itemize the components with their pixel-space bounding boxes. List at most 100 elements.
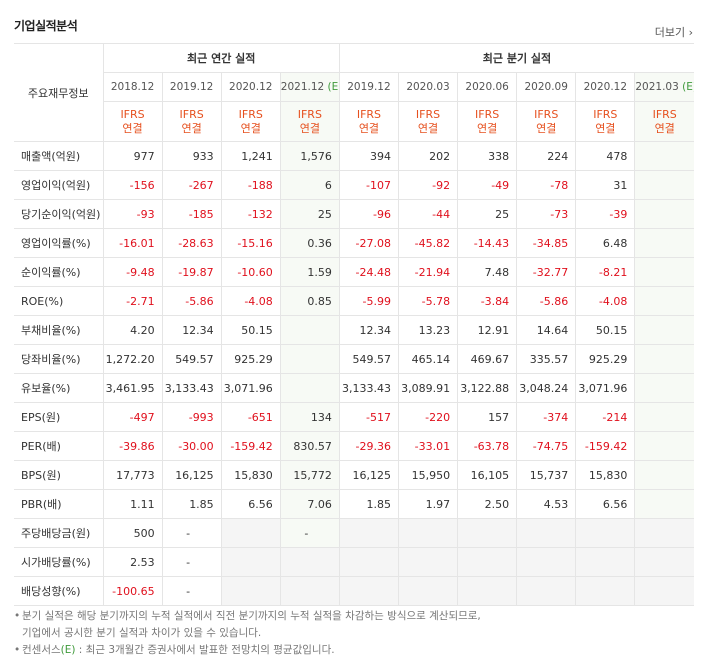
cell: -5.86 [516,286,577,316]
period-label: 2021.12 [280,81,325,93]
cell: 4.53 [516,489,577,519]
basis-line: 연결 [122,121,143,135]
cell: 7.48 [457,257,518,287]
cell [634,576,695,606]
row-label: PER(배) [14,431,104,461]
basis-line: 연결 [358,121,380,135]
period: 2020.12 [220,72,281,102]
note-text: : 최근 3개월간 증권사에서 발표한 전망치의 평균값입니다. [75,644,335,656]
note-highlight: (E) [60,644,76,656]
cell: -651 [220,402,281,432]
cell: 157 [457,402,518,432]
cell: -267 [161,170,222,200]
cell: -3.84 [457,286,518,316]
cell: 16,105 [457,460,518,490]
period-label: 2019.12 [169,81,214,93]
period-label: 2019.12 [347,81,391,93]
cell: 1,272.20 [102,344,163,374]
period-label: 2020.09 [524,81,568,93]
more-link[interactable]: 더보기 › [654,26,693,39]
cell: -29.36 [338,431,399,461]
note: 분기 실적은 해당 분기까지의 누적 실적에서 직전 분기까지의 누적 실적을 … [14,608,481,625]
cell [575,518,636,548]
basis-line: 연결 [417,121,439,135]
cell: 335.57 [516,344,577,374]
cell: 202 [397,141,459,171]
cell [457,547,518,577]
cell: -39.86 [102,431,163,461]
basis-line: IFRS [415,107,441,121]
period-row: 2018.12 2019.12 2020.12 2021.12 (E) 2019.12 2… [14,72,695,102]
row-label: 당좌비율(%) [14,344,104,374]
cell: 500 [102,518,163,548]
cell [634,344,695,374]
cell: -45.82 [397,228,459,258]
note-text: 컨센서스 [22,644,61,656]
cell [634,199,695,229]
cell [634,518,695,548]
cell: 13.23 [397,315,459,345]
cell [634,315,695,345]
note: 컨센서스(E) : 최근 3개월간 증권사에서 발표한 전망치의 평균값입니다. [14,642,481,659]
basis-line: 연결 [181,121,202,135]
cell: 6.56 [220,489,281,519]
period: 2020.03 [397,72,459,102]
data-row: 매출액(억원) 977 933 1,241 1,576 394 202 338 224 478 [14,141,695,171]
row-header: 주요재무정보 [14,43,104,142]
basis-line: 연결 [299,121,320,135]
more-text[interactable]: 더보기 [654,26,686,39]
period-label: 2020.12 [583,81,628,93]
cell [457,576,518,606]
cell: -159.42 [575,431,636,461]
basis: IFRS 연결 [161,101,222,142]
cell: -30.00 [161,431,222,461]
basis: IFRS 연결 [279,101,340,142]
basis-line: IFRS [475,107,500,121]
cell: 3,071.96 [220,373,281,403]
period-label: 2020.12 [229,81,273,93]
cell: -188 [220,170,281,200]
cell [634,286,695,316]
cell: 3,089.91 [397,373,459,403]
cell: 17,773 [102,460,163,490]
cell: -73 [516,199,577,229]
row-label: EPS(원) [14,402,104,432]
row-label: 유보율(%) [14,373,104,403]
data-row: BPS(원) 17,773 16,125 15,830 15,772 16,125 15,9… [14,460,695,490]
cell [338,518,399,548]
data-row: 영업이익률(%) -16.01 -28.63 -15.16 0.36 -27.08 -45.… [14,228,695,258]
cell [338,547,399,577]
cell [397,518,459,548]
period: 2019.12 [161,72,222,102]
cell: 16,125 [338,460,399,490]
period: 2020.06 [457,72,518,102]
cell: -2.71 [102,286,163,316]
row-label: 배당성향(%) [14,576,104,606]
cell: 338 [457,141,518,171]
cell [338,576,399,606]
cell: -220 [397,402,459,432]
cell: -993 [161,402,222,432]
data-row: ROE(%) -2.71 -5.86 -4.08 0.85 -5.99 -5.78 -3.84… [14,286,695,316]
cell: -107 [338,170,399,200]
cell [220,576,281,606]
period: 2021.03 (E) [634,72,695,102]
row-label: BPS(원) [14,460,104,490]
cell: -16.01 [102,228,163,258]
period-label: 2020.06 [465,81,509,93]
cell: -214 [575,402,636,432]
period: 2021.12 (E) [279,72,340,102]
basis: IFRS 연결 [102,101,163,142]
cell: 1.59 [279,257,340,287]
cell: -74.75 [516,431,577,461]
cell: 830.57 [279,431,340,461]
cell: 25 [457,199,518,229]
cell [457,518,518,548]
cell: -10.60 [220,257,281,287]
cell: -5.99 [338,286,399,316]
cell: 6 [279,170,340,200]
cell: -5.78 [397,286,459,316]
cell: -92 [397,170,459,200]
basis-line: 연결 [654,121,675,135]
cell: -78 [516,170,577,200]
